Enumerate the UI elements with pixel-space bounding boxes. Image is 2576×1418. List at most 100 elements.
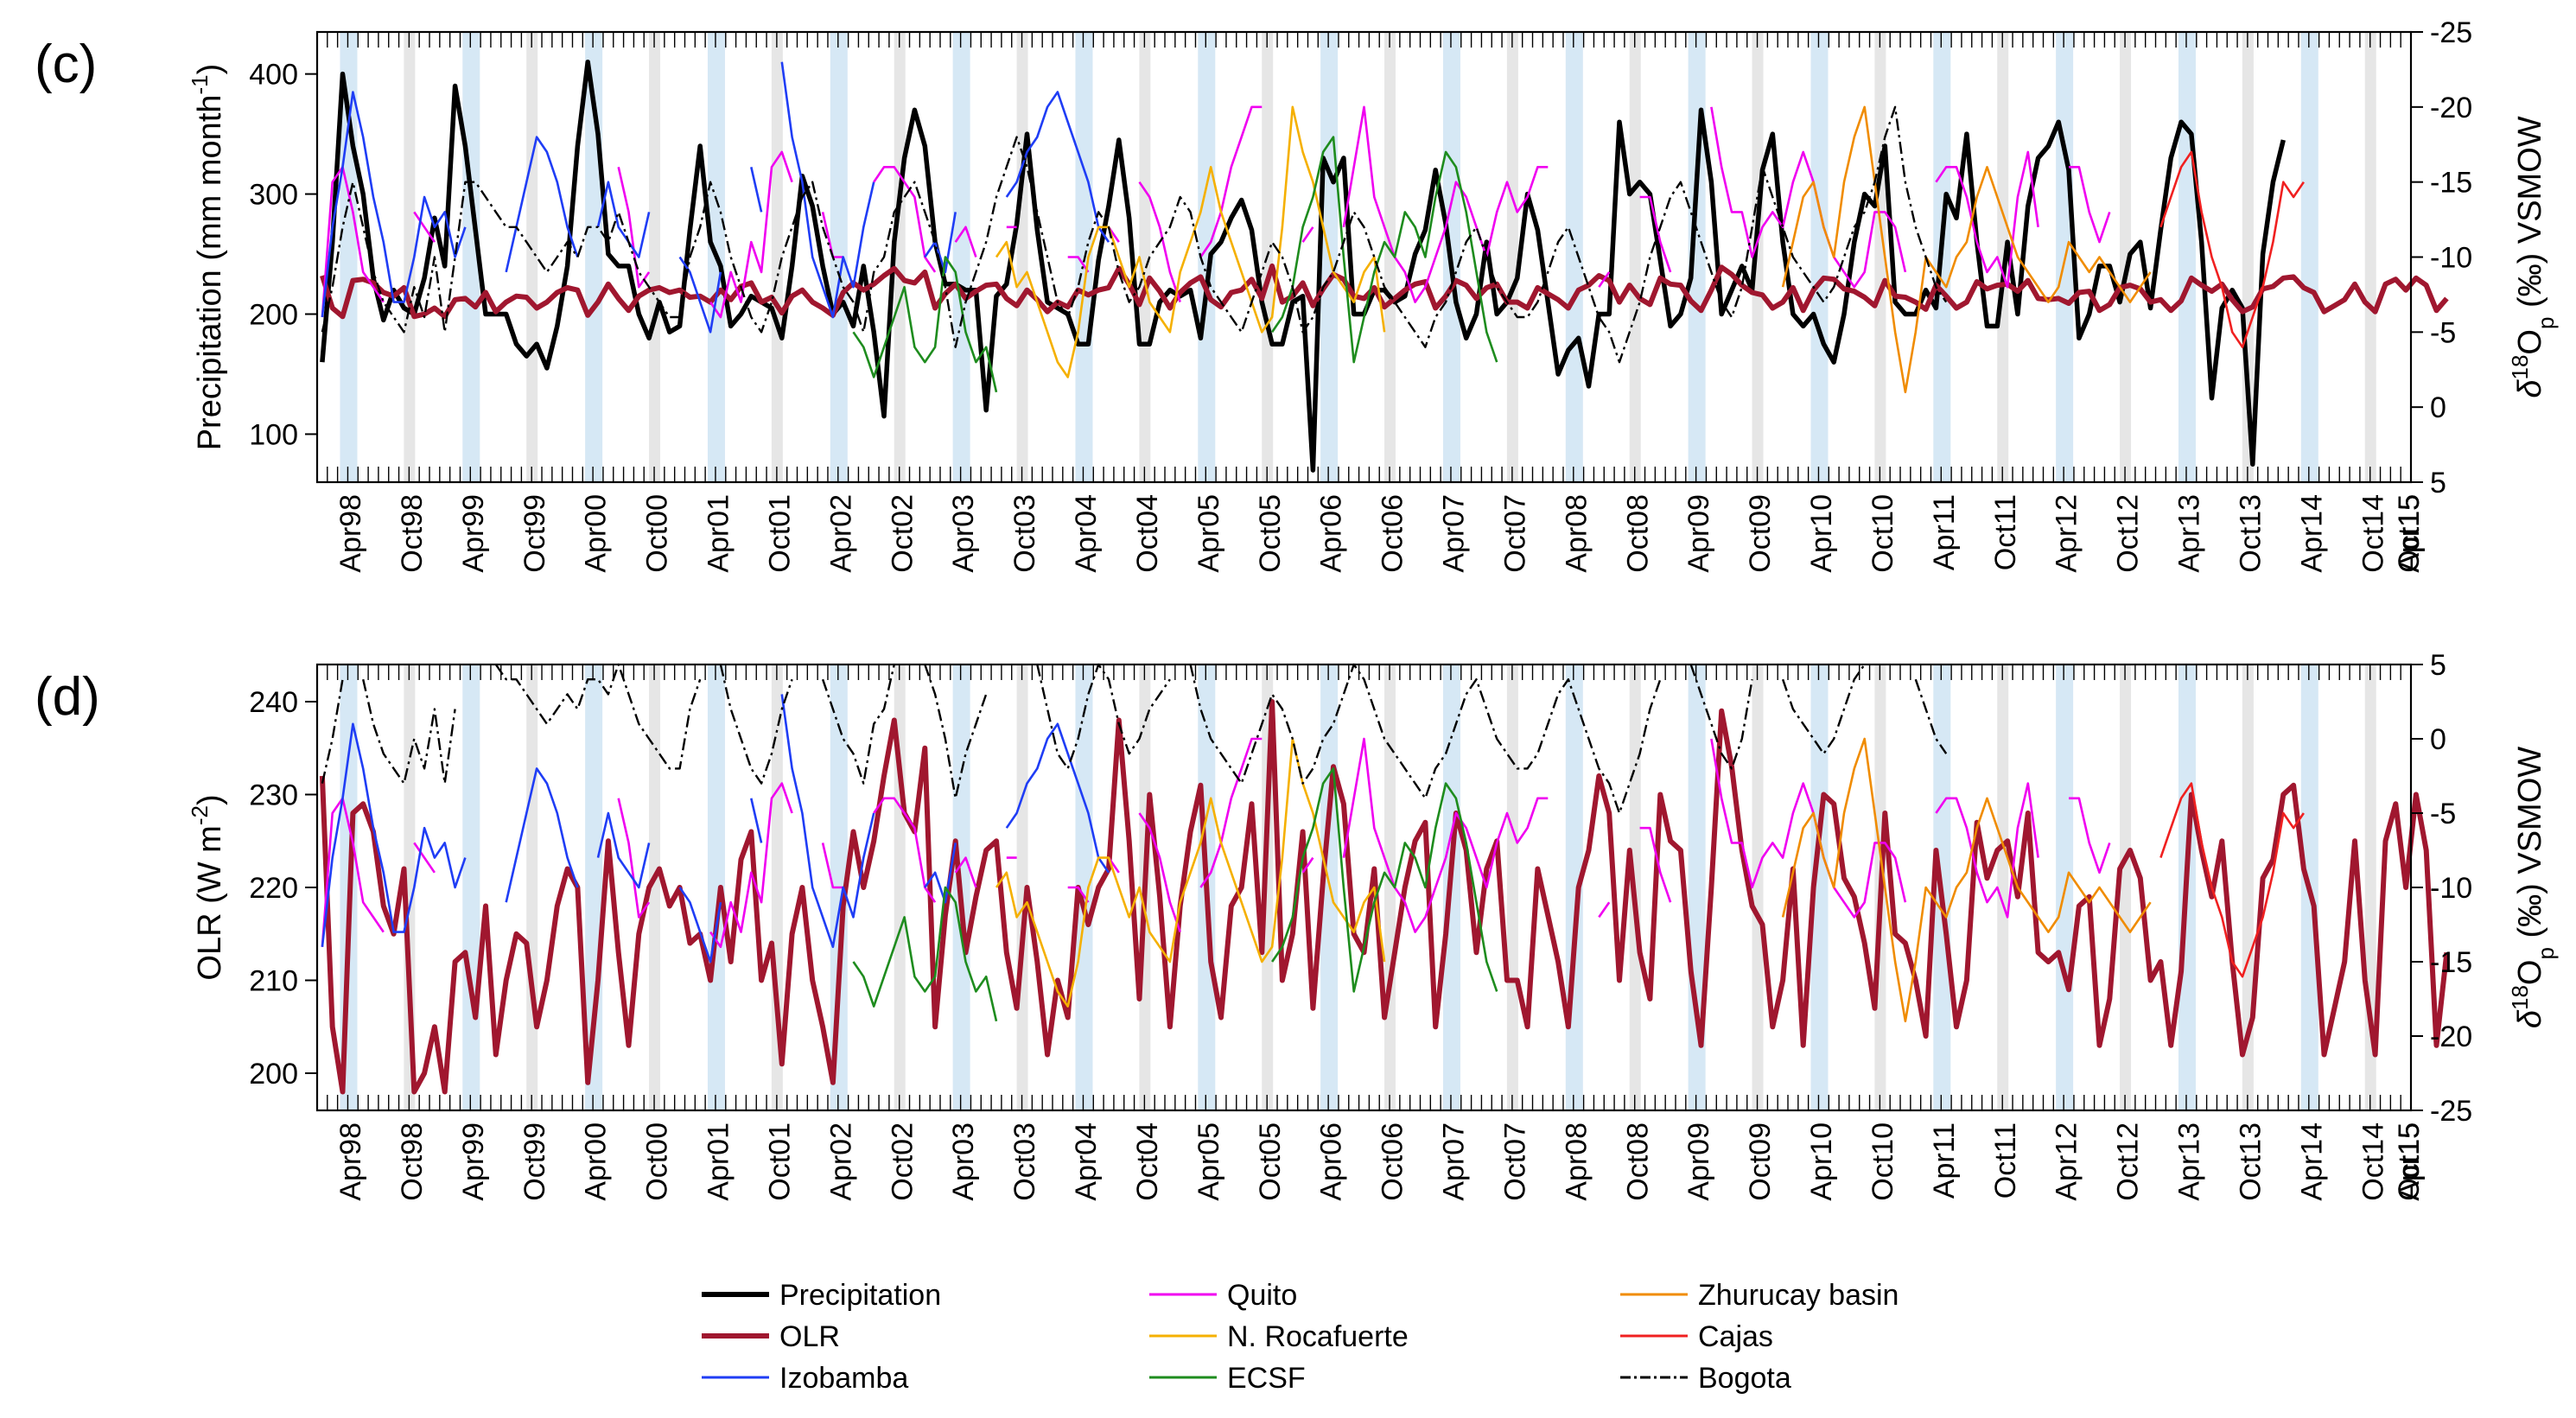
y-right-tick-label: -5 [2430,316,2456,349]
x-tick-label: Apr10 [1805,494,1838,573]
y-right-tick-label: 5 [2430,649,2446,682]
y-right-tick-label: -20 [2430,1021,2472,1053]
x-tick-label: Apr06 [1315,1122,1348,1201]
dry-season-band [1997,664,2009,1110]
x-tick-label: Apr15 [2393,494,2426,573]
series-line-ecsf [852,136,1498,393]
x-tick-label: Oct00 [641,1122,674,1201]
x-tick-label: Apr08 [1560,1122,1593,1201]
x-tick-label: Apr14 [2295,494,2328,573]
legend-label: Precipitation [779,1279,941,1312]
x-tick-label: Oct12 [2112,1122,2145,1201]
x-tick-label: Oct05 [1254,1122,1287,1201]
series-line-zhurucay-basin [1781,737,2152,1023]
x-tick-label: Apr09 [1682,494,1715,573]
series-line-izobamba [321,694,1110,963]
wet-season-band [1810,32,1829,482]
series-line-olr [320,263,2449,320]
dry-season-band [1016,32,1028,482]
x-tick-label: Apr98 [334,494,367,573]
x-tick-label: Apr11 [1928,494,1961,570]
x-tick-label: Oct03 [1008,1122,1041,1201]
series-line-ecsf [852,767,1498,1022]
x-tick-label: Oct12 [2112,494,2145,573]
y-left-axis-label: Precipitation (mm month-1) [187,64,228,451]
y-left-tick-label: 210 [249,965,298,998]
wet-season-band [1810,664,1829,1110]
panel-label: (c) [35,35,97,94]
y-right-tick-label: -20 [2430,92,2472,124]
y-left-tick-label: 240 [249,686,298,719]
dry-season-band [1752,664,1764,1110]
x-tick-label: Apr06 [1315,494,1348,573]
y-left-tick-label: 300 [249,179,298,212]
x-tick-label: Oct03 [1008,494,1041,573]
y-right-axis-label: δ18Op (‰) VSMOW [2507,747,2559,1028]
wet-season-band [2178,32,2196,482]
x-tick-label: Oct10 [1867,1122,1899,1201]
x-tick-label: Apr00 [580,1122,613,1201]
y-right-tick-label: -10 [2430,872,2472,905]
dry-season-band [1506,32,1518,482]
series-line-n-rocafuerte [995,737,1386,1008]
x-tick-label: Apr07 [1438,1122,1471,1201]
series-line-olr [319,699,2450,1095]
x-tick-label: Apr15 [2393,1122,2426,1201]
x-tick-label: Apr12 [2051,494,2083,573]
dry-season-band [771,32,783,482]
x-tick-label: Oct14 [2357,1122,2389,1201]
x-tick-label: Oct08 [1621,1122,1654,1201]
series-line-izobamba [321,61,1110,334]
x-tick-label: Oct09 [1744,1122,1777,1201]
wet-season-band [1075,664,1093,1110]
x-tick-label: Oct07 [1498,494,1531,573]
y-left-tick-label: 100 [249,418,298,451]
y-left-tick-label: 400 [249,59,298,92]
y-right-tick-label: -25 [2430,16,2472,49]
dry-season-band [1506,664,1518,1110]
wet-season-band [2300,32,2318,482]
dry-season-band [2364,32,2376,482]
x-tick-label: Oct13 [2234,1122,2267,1201]
series-line-zhurucay-basin [1781,105,2152,394]
x-tick-label: Oct08 [1621,494,1654,573]
x-tick-label: Oct06 [1377,1122,1409,1201]
legend-label: N. Rocafuerte [1227,1320,1409,1353]
wet-season-band [1565,32,1583,482]
x-tick-label: Oct02 [886,494,919,573]
x-tick-label: Apr13 [2173,494,2206,573]
dry-season-band [526,32,538,482]
x-tick-label: Apr08 [1560,494,1593,573]
y-right-tick-label: -10 [2430,242,2472,275]
legend-label: Cajas [1698,1320,1773,1353]
x-tick-label: Oct10 [1867,494,1899,573]
x-tick-label: Apr15 [2393,494,2426,573]
y-left-tick-label: 220 [249,872,298,905]
x-tick-label: Apr11 [1928,1122,1961,1199]
legend-label: Quito [1227,1279,1297,1312]
x-tick-label: Apr10 [1805,1122,1838,1201]
y-right-tick-label: -15 [2430,946,2472,979]
x-tick-label: Oct06 [1377,494,1409,573]
dry-season-band [894,32,906,482]
x-tick-label: Oct13 [2234,494,2267,573]
x-tick-label: Apr01 [703,1122,735,1201]
x-tick-label: Oct05 [1254,494,1287,573]
x-tick-label: Oct04 [1131,1122,1164,1201]
dry-season-band [649,664,661,1110]
x-tick-label: Oct00 [641,494,674,573]
x-tick-label: Apr99 [457,494,490,573]
wet-season-band [707,664,725,1110]
series-line-cajas [2159,150,2305,348]
axes-frame [315,30,2413,484]
y-right-tick-label: 5 [2430,467,2446,499]
x-tick-label: Apr03 [947,1122,980,1201]
dry-season-band [2242,664,2254,1110]
x-tick-label: Oct98 [396,494,429,573]
y-left-tick-label: 230 [249,779,298,812]
x-tick-label: Apr14 [2295,1122,2328,1201]
x-tick-label: Apr03 [947,494,980,573]
x-tick-label: Apr15 [2393,1122,2426,1201]
dry-season-band [404,32,416,482]
